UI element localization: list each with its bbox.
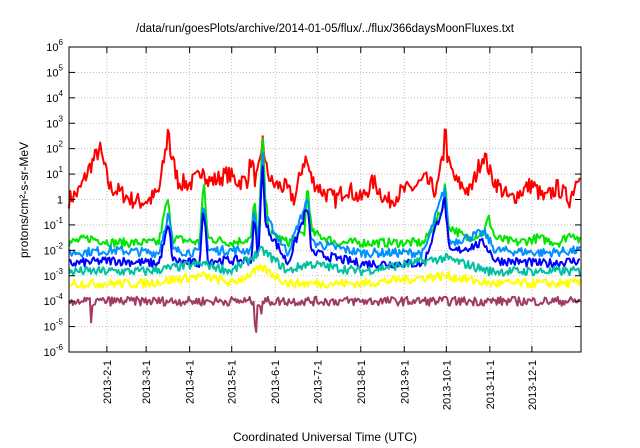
y-tick-label: 1 xyxy=(57,195,63,207)
y-tick-label-exp: 5 xyxy=(59,63,64,72)
y-tick-label: 10-6 xyxy=(44,343,64,359)
x-tick-label: 2013-5-1 xyxy=(227,360,239,404)
y-tick-label-base: 10 xyxy=(46,144,58,156)
y-tick-label: 10-4 xyxy=(44,292,64,308)
x-tick-label: 2013-8-1 xyxy=(356,360,368,404)
y-tick-label-exp: -4 xyxy=(56,292,64,301)
y-axis-label: protons/cm²-s-sr-MeV xyxy=(17,142,31,258)
x-tick-label: 2013-2-1 xyxy=(102,360,114,404)
series-line xyxy=(68,263,581,289)
x-axis-label: Coordinated Universal Time (UTC) xyxy=(233,430,417,444)
y-tick-label-base: 10 xyxy=(46,169,58,181)
x-tick-label: 2013-3-1 xyxy=(141,360,153,404)
y-tick-label-exp: 4 xyxy=(59,89,64,98)
y-tick-label-base: 10 xyxy=(44,296,56,308)
y-tick-label-base: 10 xyxy=(46,118,58,130)
y-tick-label-exp: 6 xyxy=(59,38,64,47)
series-line xyxy=(68,137,581,249)
x-tick-label: 2013-11-1 xyxy=(485,360,497,409)
x-tick-label: 2013-9-1 xyxy=(399,360,411,404)
y-tick-label: 10-5 xyxy=(44,318,64,334)
y-tick-label-base: 10 xyxy=(44,245,56,257)
grid xyxy=(69,47,581,352)
chart-title: /data/run/goesPlots/archive/2014-01-05/f… xyxy=(136,23,515,35)
y-tick-label-exp: -2 xyxy=(56,241,64,250)
y-tick-label-base: 10 xyxy=(44,220,56,232)
y-axis-label-text: protons/cm²-s-sr-MeV xyxy=(17,142,31,258)
y-tick-label: 103 xyxy=(46,114,63,130)
y-tick-label-base: 10 xyxy=(46,93,58,105)
series-line xyxy=(68,128,581,209)
y-tick-label: 102 xyxy=(46,140,63,156)
y-tick-label: 105 xyxy=(46,63,63,79)
series-line xyxy=(68,152,581,259)
series-line xyxy=(68,245,581,277)
y-tick-label-exp: -6 xyxy=(56,343,64,352)
y-tick-label-exp: -5 xyxy=(56,318,64,327)
y-tick-label: 101 xyxy=(46,165,63,181)
y-tick-label: 10-1 xyxy=(44,216,64,232)
x-axis: 2013-2-1 2013-3-1 2013-4-1 2013-5-1 2013-6-1… xyxy=(102,47,539,410)
y-tick-label: 106 xyxy=(46,38,63,54)
y-tick-label: 10-3 xyxy=(44,267,64,283)
y-tick-label-exp: -3 xyxy=(56,267,64,276)
x-tick-label: 2013-7-1 xyxy=(312,360,324,404)
y-tick-label-base: 10 xyxy=(46,42,58,54)
y-tick-label-base: 10 xyxy=(44,347,56,359)
y-tick-label: 104 xyxy=(46,89,63,105)
y-tick-label-base: 10 xyxy=(46,67,58,79)
y-tick-label-exp: -1 xyxy=(56,216,64,225)
y-tick-label-base: 1 xyxy=(57,195,63,207)
y-tick-label-exp: 3 xyxy=(59,114,64,123)
y-tick-label-base: 10 xyxy=(44,322,56,334)
y-tick-label: 10-2 xyxy=(44,241,64,257)
series-line xyxy=(68,165,580,269)
plot-area xyxy=(68,128,581,333)
y-tick-label-exp: 2 xyxy=(59,140,64,149)
x-tick-label: 2013-6-1 xyxy=(270,360,282,404)
y-tick-label-base: 10 xyxy=(44,271,56,283)
y-tick-label-exp: 1 xyxy=(59,165,64,174)
series-line xyxy=(68,295,581,333)
x-tick-label: 2013-10-1 xyxy=(441,360,453,410)
y-axis: 10-610-510-410-310-210-11101102103104105… xyxy=(44,38,581,359)
x-tick-label: 2013-12-1 xyxy=(527,360,539,410)
x-tick-label: 2013-4-1 xyxy=(185,360,197,404)
